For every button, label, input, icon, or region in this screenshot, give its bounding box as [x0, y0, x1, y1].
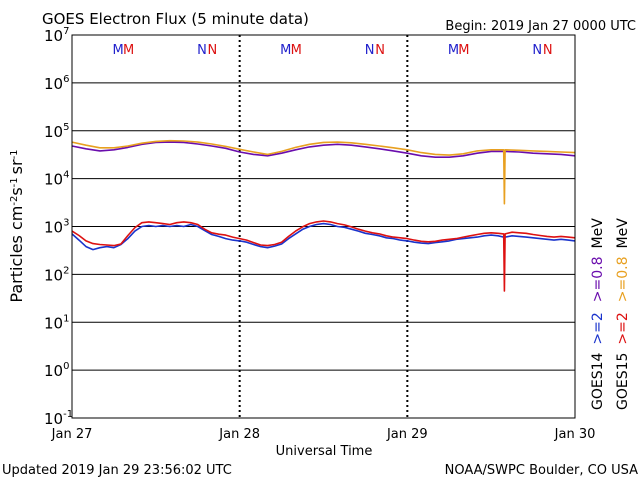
- marker-label-8: M: [448, 43, 459, 58]
- y-axis-label-sup1: -2: [9, 196, 20, 206]
- right-legend: GOES14 >=2 >=0.8 MeV GOES15 >=2 >=0.8 MeV: [590, 218, 631, 410]
- x-tick-labels: Jan 27 Jan 28 Jan 29 Jan 30: [51, 427, 596, 442]
- legend-item-1-2: >=0.8: [615, 256, 631, 302]
- y-tick-base: 10: [44, 27, 63, 45]
- y-tick-exponent: 2: [63, 265, 69, 276]
- y-tick-base: 10: [44, 171, 63, 189]
- y-tick-label-8: 10-1: [44, 409, 73, 428]
- y-tick-label-7: 100: [44, 361, 69, 380]
- legend-text-0: GOES14 >=2 >=0.8 MeV: [590, 218, 606, 410]
- marker-label-1: M: [123, 43, 134, 58]
- legend-column-1: GOES15 >=2 >=0.8 MeV: [615, 218, 631, 410]
- marker-label-6: N: [365, 43, 375, 58]
- legend-item-0-1: >=2: [590, 312, 606, 344]
- y-tick-base: 10: [44, 314, 63, 332]
- series-line-1: [71, 139, 576, 205]
- series-line-3: [71, 220, 576, 292]
- series-line-0: [71, 141, 576, 158]
- y-tick-base: 10: [44, 123, 63, 141]
- y-tick-exponent: 3: [63, 218, 69, 229]
- legend-item-0-0: GOES14: [590, 352, 606, 410]
- legend-column-0: GOES14 >=2 >=0.8 MeV: [590, 218, 606, 410]
- y-tick-exponent: 5: [63, 122, 69, 133]
- marker-label-10: N: [532, 43, 542, 58]
- plot-frame: [71, 34, 576, 419]
- y-tick-label-1: 106: [44, 74, 69, 93]
- y-axis-label-sup3: -1: [9, 149, 20, 159]
- y-tick-label-2: 105: [44, 122, 69, 141]
- marker-label-9: M: [458, 43, 469, 58]
- begin-label: Begin: 2019 Jan 27 0000 UTC: [445, 19, 636, 34]
- y-tick-exponent: 0: [63, 361, 69, 372]
- y-tick-label-0: 107: [44, 26, 69, 45]
- marker-label-2: N: [197, 43, 207, 58]
- y-axis-label-base: Particles cm: [7, 206, 26, 303]
- y-tick-base: 10: [44, 362, 63, 380]
- y-tick-exponent: 4: [63, 170, 69, 181]
- x-tick-label-2: Jan 29: [386, 427, 428, 442]
- y-tick-exponent: -1: [63, 409, 73, 420]
- y-tick-label-5: 102: [44, 265, 69, 284]
- marker-label-0: M: [112, 43, 123, 58]
- x-tick-label-3: Jan 30: [554, 427, 596, 442]
- footer-credit: NOAA/SWPC Boulder, CO USA: [445, 463, 638, 478]
- y-axis-label-sr: sr: [7, 159, 26, 174]
- y-axis-label-s: s: [7, 187, 26, 195]
- legend-item-1-0: GOES15: [615, 353, 631, 410]
- marker-label-11: N: [543, 43, 553, 58]
- legend-item-1-3: MeV: [615, 218, 631, 249]
- y-tick-base: 10: [44, 266, 63, 284]
- series-line-2: [71, 222, 576, 251]
- marker-label-7: N: [375, 43, 385, 58]
- y-tick-exponent: 1: [63, 313, 69, 324]
- x-axis-label: Universal Time: [276, 444, 373, 459]
- y-tick-exponent: 7: [63, 26, 69, 37]
- y-tick-base: 10: [44, 219, 63, 237]
- footer-updated: Updated 2019 Jan 29 23:56:02 UTC: [2, 463, 232, 478]
- legend-item-0-2: >=0.8: [590, 256, 606, 302]
- y-tick-label-4: 103: [44, 218, 69, 237]
- y-axis-label-sup2: -1: [9, 177, 20, 187]
- y-axis-label: Particles cm-2s-1sr-1: [7, 149, 26, 302]
- x-tick-label-0: Jan 27: [51, 427, 93, 442]
- marker-label-5: M: [291, 43, 302, 58]
- marker-label-4: M: [280, 43, 291, 58]
- legend-item-0-3: MeV: [590, 218, 606, 249]
- y-tick-label-6: 101: [44, 313, 69, 332]
- y-tick-label-3: 104: [44, 170, 69, 189]
- y-tick-base: 10: [44, 75, 63, 93]
- legend-item-1-1: >=2: [615, 312, 631, 344]
- y-tick-exponent: 6: [63, 74, 69, 85]
- plot-series: [71, 139, 576, 292]
- legend-text-1: GOES15 >=2 >=0.8 MeV: [615, 218, 631, 410]
- marker-label-3: N: [208, 43, 218, 58]
- x-tick-label-1: Jan 28: [218, 427, 260, 442]
- y-tick-base: 10: [44, 410, 63, 428]
- chart-title: GOES Electron Flux (5 minute data): [42, 10, 309, 28]
